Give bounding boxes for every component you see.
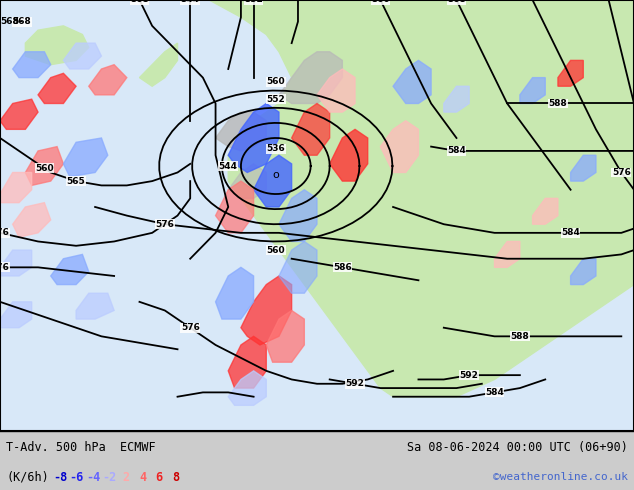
Polygon shape [571,259,596,285]
Polygon shape [393,60,431,103]
Polygon shape [228,164,266,198]
Polygon shape [89,65,127,95]
Polygon shape [558,60,583,86]
Polygon shape [209,0,634,397]
Text: 576: 576 [181,323,200,332]
Polygon shape [279,242,317,293]
Polygon shape [533,198,558,224]
Text: 552: 552 [244,0,263,4]
Text: 6: 6 [155,470,163,484]
Polygon shape [228,336,266,388]
Polygon shape [51,254,89,285]
Polygon shape [495,242,520,268]
Text: 568: 568 [130,0,149,4]
Polygon shape [241,276,292,345]
Text: 576: 576 [155,220,174,229]
Text: o: o [273,170,279,180]
Polygon shape [13,52,51,77]
Text: 584: 584 [485,388,504,397]
Text: 2: 2 [122,470,130,484]
Text: -6: -6 [70,470,84,484]
Polygon shape [279,52,342,103]
Text: 584: 584 [561,228,580,237]
Polygon shape [266,311,304,362]
Text: 552: 552 [266,95,285,104]
Text: ©weatheronline.co.uk: ©weatheronline.co.uk [493,472,628,482]
Text: 560: 560 [371,0,390,4]
Polygon shape [25,26,89,65]
Text: 576: 576 [0,228,10,237]
Polygon shape [216,112,266,151]
Polygon shape [254,155,292,207]
Text: T-Adv. 500 hPa  ECMWF: T-Adv. 500 hPa ECMWF [6,441,156,454]
Text: 588: 588 [548,99,567,108]
Polygon shape [228,371,266,405]
Text: 568: 568 [447,0,466,4]
Polygon shape [38,74,76,103]
Text: 8: 8 [172,470,179,484]
Text: 568-: 568- [0,17,22,26]
Text: 592: 592 [460,370,479,380]
Text: 586: 586 [333,263,352,272]
Text: 560: 560 [35,164,54,172]
Text: -4: -4 [86,470,100,484]
Polygon shape [0,250,32,276]
Text: 4: 4 [139,470,146,484]
Text: 536: 536 [266,144,285,153]
Text: 560: 560 [266,77,285,86]
Polygon shape [444,86,469,112]
Polygon shape [317,0,406,147]
Polygon shape [0,302,32,328]
Polygon shape [63,43,101,69]
Polygon shape [228,103,279,172]
Text: -8: -8 [53,470,67,484]
Polygon shape [279,190,317,242]
Polygon shape [520,77,545,103]
Polygon shape [216,181,254,233]
Text: 565: 565 [67,176,86,186]
Text: -2: -2 [103,470,117,484]
Text: 568: 568 [13,17,32,26]
Polygon shape [0,99,38,129]
Polygon shape [380,121,418,172]
Polygon shape [0,172,32,203]
Text: (K/6h): (K/6h) [6,470,49,484]
Polygon shape [292,103,330,155]
Text: Sa 08-06-2024 00:00 UTC (06+90): Sa 08-06-2024 00:00 UTC (06+90) [407,441,628,454]
Polygon shape [330,129,368,181]
Polygon shape [63,138,108,177]
Polygon shape [571,155,596,181]
Text: 588: 588 [510,332,529,341]
Text: 544: 544 [219,162,238,171]
Text: 576: 576 [612,168,631,177]
Polygon shape [13,203,51,237]
Text: 576: 576 [0,263,10,272]
Text: 544: 544 [181,0,200,4]
Polygon shape [25,147,63,185]
Text: 560: 560 [266,245,285,255]
Polygon shape [216,268,254,319]
Polygon shape [139,43,178,86]
Text: 584: 584 [447,147,466,155]
Polygon shape [76,293,114,319]
Text: 592: 592 [346,379,365,388]
Polygon shape [317,69,355,112]
